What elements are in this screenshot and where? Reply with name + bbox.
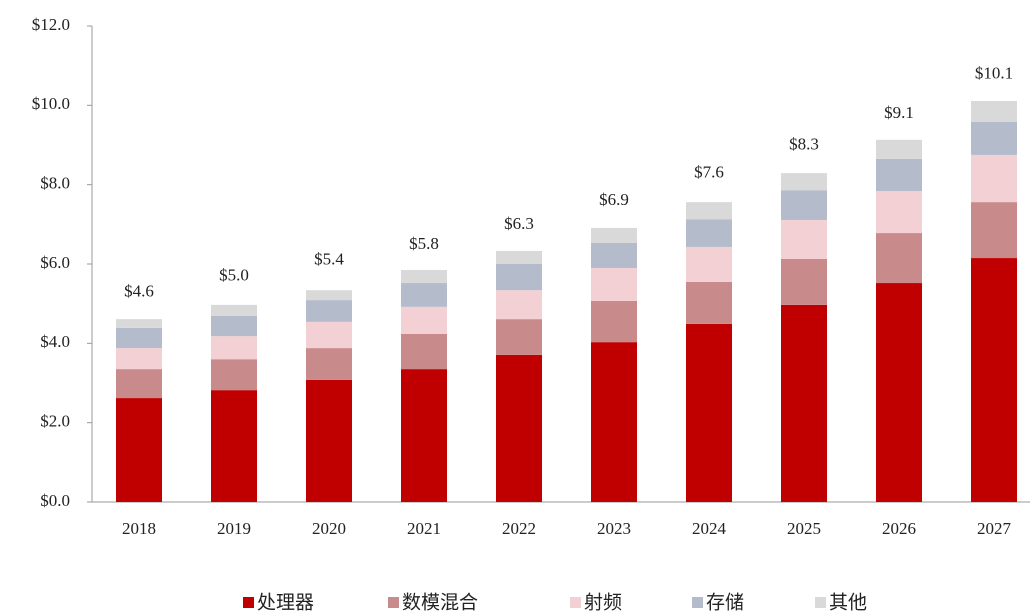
bar-segment [496, 264, 542, 291]
bar-segment [971, 154, 1017, 203]
bar-segment [496, 250, 542, 264]
bar-segment [781, 304, 827, 502]
legend-swatch [243, 597, 254, 608]
legend-label: 处理器 [257, 592, 314, 613]
total-label: $8.3 [789, 135, 819, 154]
x-tick-label: 2024 [692, 519, 727, 538]
total-label: $5.0 [219, 266, 249, 285]
bar-segment [876, 139, 922, 159]
bar-segment [306, 379, 352, 502]
legend-swatch [692, 597, 703, 608]
total-label: $7.6 [694, 162, 724, 181]
bar-segment [971, 100, 1017, 122]
y-tick-label: $6.0 [40, 253, 70, 272]
bar-segment [401, 306, 447, 334]
bar-segment [211, 390, 257, 502]
legend-label: 存储 [706, 592, 744, 613]
total-label: $10.1 [975, 63, 1013, 82]
x-tick-label: 2026 [882, 519, 916, 538]
x-tick-label: 2027 [977, 519, 1012, 538]
x-tick-label: 2022 [502, 519, 536, 538]
bar-segment [686, 323, 732, 502]
bar-segment [591, 242, 637, 268]
x-tick-label: 2023 [597, 519, 631, 538]
bar-segment [686, 246, 732, 282]
bar-segment [781, 258, 827, 305]
legend-swatch [570, 597, 581, 608]
bar-segment [781, 190, 827, 220]
bar-segment [116, 348, 162, 370]
bar-segment [591, 342, 637, 502]
bar-segment [116, 369, 162, 399]
legend-label: 数模混合 [402, 592, 478, 613]
x-tick-label: 2020 [312, 519, 346, 538]
bar-segment [116, 327, 162, 349]
bar-segment [306, 348, 352, 380]
bar-segment [401, 369, 447, 502]
total-label: $6.9 [599, 190, 629, 209]
bar-segment [971, 121, 1017, 155]
x-tick-label: 2019 [217, 519, 251, 538]
y-tick-label: $0.0 [40, 491, 70, 510]
bar-segment [401, 333, 447, 370]
bar-segment [211, 315, 257, 337]
y-tick-label: $2.0 [40, 412, 70, 431]
y-tick-label: $4.0 [40, 332, 70, 351]
legend-label: 射频 [584, 592, 622, 613]
total-label: $6.3 [504, 214, 534, 233]
bar-segment [211, 304, 257, 316]
legend-label: 其他 [829, 592, 867, 613]
total-label: $5.8 [409, 234, 439, 253]
bar-segment [401, 269, 447, 284]
bar-segment [876, 191, 922, 234]
bar-segment [496, 319, 542, 355]
total-label: $9.1 [884, 103, 914, 122]
total-label: $4.6 [124, 281, 154, 300]
bar-segment [116, 398, 162, 502]
bar-segment [876, 233, 922, 284]
bar-segment [496, 290, 542, 320]
bar-segment [401, 283, 447, 307]
bar-segment [211, 359, 257, 391]
bar-segment [971, 202, 1017, 259]
x-tick-label: 2018 [122, 519, 156, 538]
bar-segment [306, 300, 352, 322]
bar-segment [306, 290, 352, 301]
legend-swatch [388, 597, 399, 608]
bar-segment [591, 227, 637, 243]
bar-segment [781, 173, 827, 191]
y-tick-label: $8.0 [40, 174, 70, 193]
bar-segment [686, 281, 732, 324]
bar-segment [591, 267, 637, 301]
bar-segment [781, 219, 827, 259]
y-tick-label: $10.0 [32, 94, 70, 113]
bar-segment [496, 354, 542, 502]
y-tick-label: $12.0 [32, 15, 70, 34]
bar-segment [686, 219, 732, 247]
bar-segment [686, 202, 732, 220]
bar-segment [116, 319, 162, 328]
legend-swatch [815, 597, 826, 608]
bar-segment [591, 300, 637, 343]
bar-segment [876, 158, 922, 192]
bar-segment [971, 258, 1017, 502]
bar-segment [211, 336, 257, 360]
bar-segment [876, 283, 922, 502]
bar-segment [306, 321, 352, 349]
x-tick-label: 2021 [407, 519, 441, 538]
total-label: $5.4 [314, 250, 344, 269]
x-tick-label: 2025 [787, 519, 821, 538]
